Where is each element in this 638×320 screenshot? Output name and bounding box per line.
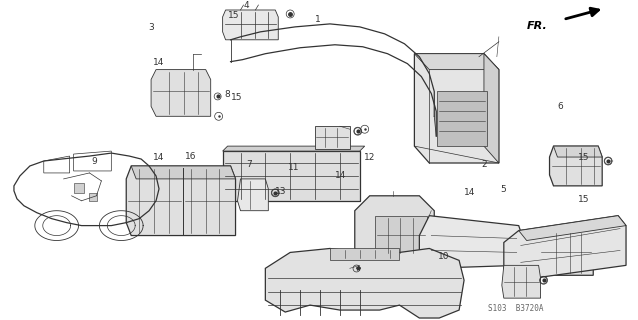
Text: 11: 11 [288,163,299,172]
Text: 13: 13 [275,187,286,196]
Text: 14: 14 [464,188,475,197]
Text: S103  B3720A: S103 B3720A [488,304,544,313]
Polygon shape [151,70,211,116]
Polygon shape [502,265,540,298]
Text: 9: 9 [91,156,97,165]
Polygon shape [223,10,278,40]
Text: 6: 6 [557,102,563,111]
Text: 10: 10 [438,252,449,261]
Polygon shape [89,193,98,201]
Polygon shape [437,92,487,146]
Text: 16: 16 [184,152,196,161]
Polygon shape [519,216,626,241]
Polygon shape [484,54,499,163]
Text: 12: 12 [364,153,375,162]
Text: 3: 3 [148,23,154,32]
Polygon shape [223,146,365,151]
Text: 7: 7 [246,160,252,169]
Polygon shape [554,146,602,157]
Polygon shape [544,231,593,241]
Text: 14: 14 [153,153,165,162]
Text: 2: 2 [481,160,487,169]
Polygon shape [265,248,464,318]
Polygon shape [549,146,602,186]
Text: 14: 14 [153,58,165,67]
Polygon shape [415,54,499,70]
Text: 8: 8 [224,90,230,99]
Polygon shape [538,231,593,275]
Text: 15: 15 [231,93,242,102]
Polygon shape [504,216,626,280]
Text: 4: 4 [243,1,249,10]
Polygon shape [237,179,269,211]
Text: 15: 15 [228,11,239,20]
Text: 14: 14 [335,171,346,180]
Polygon shape [73,183,84,193]
Text: 1: 1 [315,15,321,24]
Polygon shape [375,216,427,255]
Polygon shape [131,166,235,179]
Polygon shape [315,126,350,149]
Polygon shape [355,196,434,295]
Text: FR.: FR. [526,21,547,31]
Polygon shape [419,216,524,268]
Polygon shape [330,248,399,260]
Polygon shape [126,166,235,236]
Text: 15: 15 [578,153,590,162]
Text: 5: 5 [500,185,506,194]
Polygon shape [415,54,499,163]
Polygon shape [223,151,360,201]
Text: 15: 15 [578,195,590,204]
